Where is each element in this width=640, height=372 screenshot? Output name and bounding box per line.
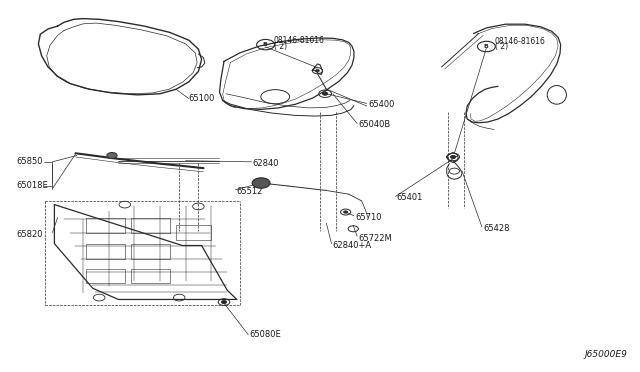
Text: ( 2): ( 2) (495, 42, 508, 51)
Text: 65850: 65850 (16, 157, 42, 166)
Circle shape (323, 92, 328, 95)
Text: 08146-81616: 08146-81616 (274, 36, 324, 45)
Text: 65400: 65400 (368, 100, 394, 109)
Text: 08146-81616: 08146-81616 (495, 37, 545, 46)
Text: 65428: 65428 (483, 224, 509, 233)
Circle shape (252, 178, 270, 188)
Bar (86, 269, 125, 283)
Text: J65000E9: J65000E9 (584, 350, 627, 359)
Circle shape (451, 155, 456, 158)
Bar (86, 244, 125, 259)
Text: 65820: 65820 (16, 230, 42, 239)
Bar (131, 244, 170, 259)
Circle shape (107, 153, 117, 158)
Bar (131, 269, 170, 283)
Bar (176, 225, 211, 240)
Text: 65512: 65512 (237, 187, 263, 196)
Text: B: B (483, 44, 488, 49)
Text: 62840: 62840 (253, 159, 279, 168)
Text: 65100: 65100 (189, 94, 215, 103)
Text: 65710: 65710 (355, 213, 381, 222)
Circle shape (316, 70, 319, 72)
Text: B: B (262, 42, 268, 47)
Text: 65080E: 65080E (250, 330, 282, 339)
Circle shape (221, 301, 227, 304)
Text: 65040B: 65040B (358, 120, 390, 129)
Bar (131, 218, 170, 232)
Text: 65722M: 65722M (358, 234, 392, 243)
Text: 62840+A: 62840+A (333, 241, 372, 250)
Text: 65401: 65401 (397, 193, 423, 202)
Text: 65018E: 65018E (16, 182, 48, 190)
Bar (86, 218, 125, 232)
Circle shape (344, 211, 348, 213)
Text: ( 2): ( 2) (274, 42, 287, 51)
